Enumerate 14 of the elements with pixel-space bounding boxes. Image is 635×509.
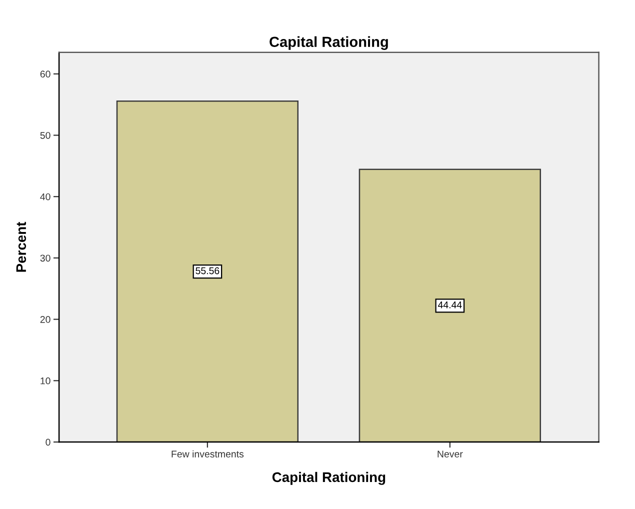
chart-title: Capital Rationing bbox=[270, 36, 388, 50]
y-tick-label: 0 bbox=[46, 438, 50, 446]
y-tick-label: 20 bbox=[40, 316, 50, 323]
y-tick-label: 30 bbox=[40, 254, 50, 262]
x-tick-label: Never bbox=[438, 450, 463, 458]
x-axis-title: Capital Rationing bbox=[272, 472, 386, 485]
data-label: 55.56 bbox=[196, 267, 220, 274]
y-axis-title: Percent bbox=[16, 222, 26, 272]
y-tick-label: 50 bbox=[40, 132, 50, 139]
y-tick-label: 40 bbox=[40, 193, 50, 200]
y-tick-label: 60 bbox=[40, 70, 50, 78]
data-label: 44.44 bbox=[438, 302, 462, 308]
y-tick-label: 10 bbox=[40, 377, 50, 384]
x-tick-label: Few investments bbox=[172, 450, 244, 458]
